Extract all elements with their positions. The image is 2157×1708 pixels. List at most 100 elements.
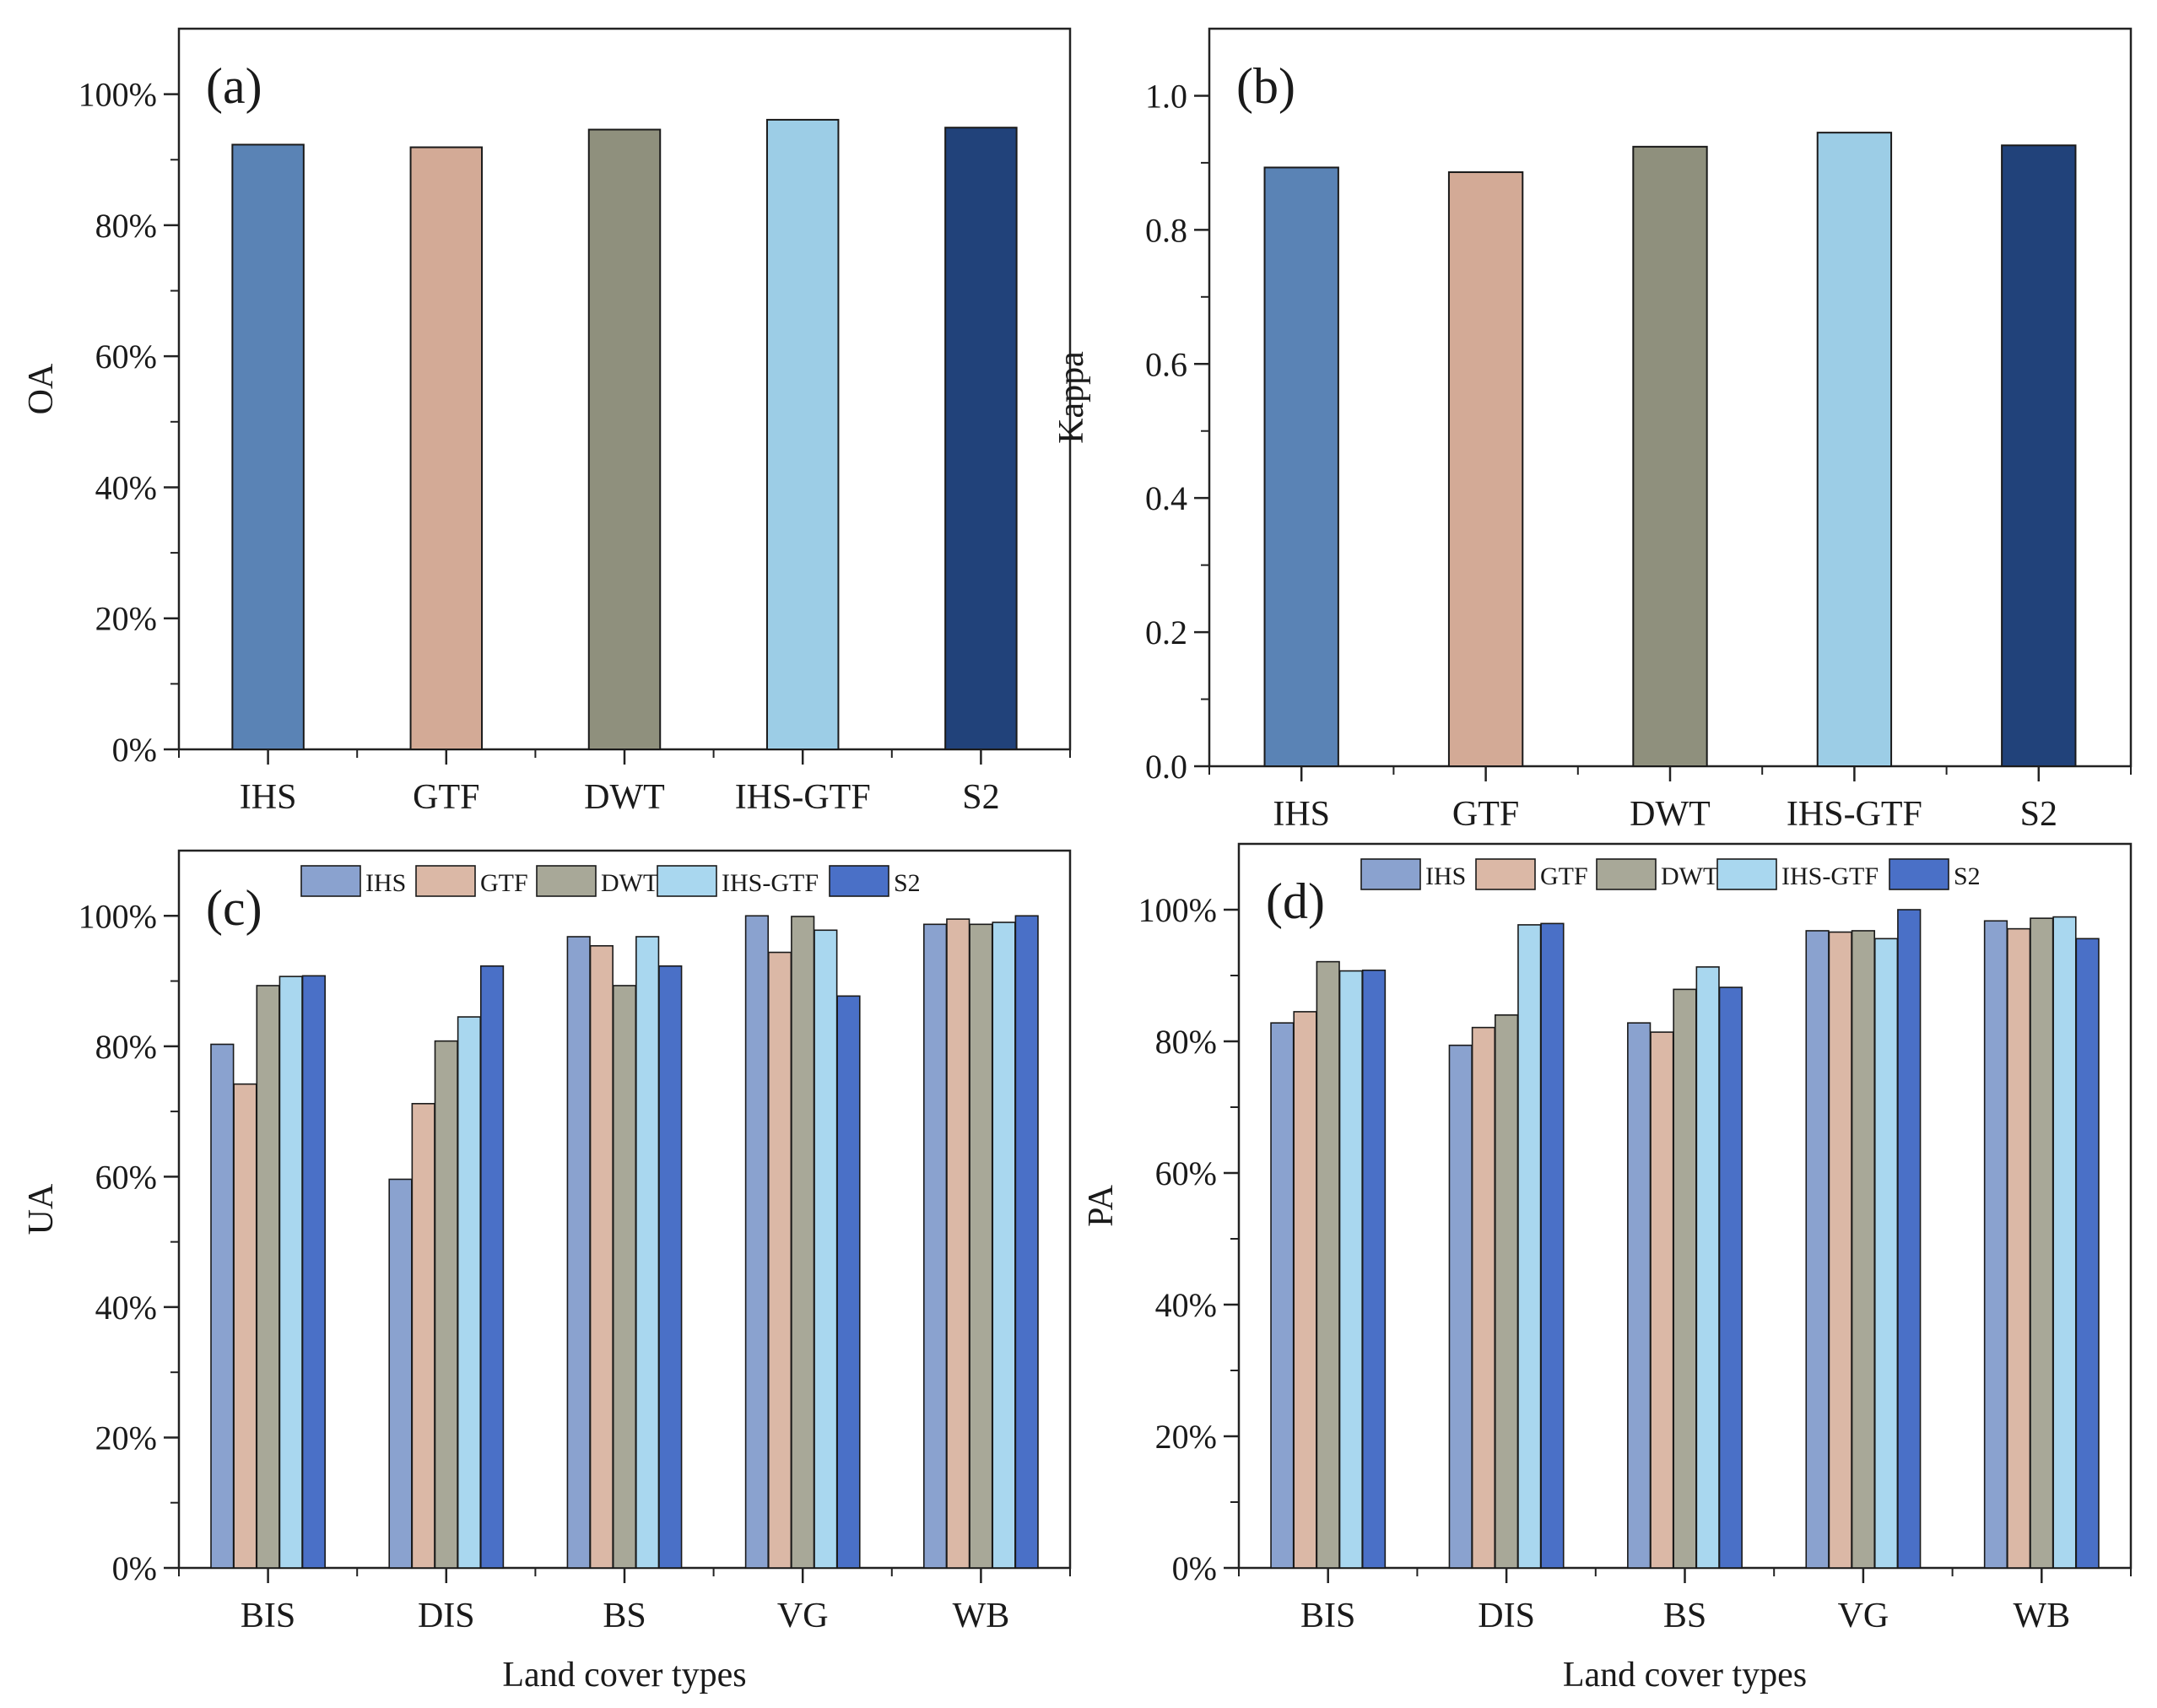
x-tick-label: VG [1838, 1597, 1889, 1635]
y-tick-label: 0.4 [1145, 479, 1187, 517]
bar-gtf-wb [946, 918, 970, 1569]
y-tick-label: 60% [95, 338, 157, 376]
bar-dwt-dis [434, 1040, 458, 1569]
legend-swatch-gtf [415, 865, 476, 897]
bar-ihs-bs [1627, 1022, 1652, 1569]
y-tick-label: 0.2 [1145, 613, 1187, 651]
y-tick-label: 40% [95, 1289, 157, 1327]
legend-label: IHS-GTF [722, 869, 819, 897]
bar-dwt-bis [256, 985, 280, 1569]
legend-swatch-ihs-gtf [657, 865, 717, 897]
bar-gtf [1447, 171, 1524, 768]
y-tick-label: 40% [1155, 1286, 1217, 1324]
bar-s2-bis [301, 975, 326, 1569]
legend-swatch-s2 [829, 865, 889, 897]
x-tick-label: WB [2013, 1597, 2070, 1635]
bar-ihs-wb [1983, 920, 2008, 1569]
bar-gtf-bs [1650, 1031, 1674, 1569]
x-tick-label: BIS [241, 1597, 295, 1635]
legend-label: GTF [1540, 862, 1588, 890]
y-tick-label: 60% [1155, 1154, 1217, 1192]
y-tick-label: 0.6 [1145, 345, 1187, 383]
bar-ihs-bs [566, 936, 591, 1569]
bar-gtf-bis [233, 1083, 257, 1569]
bar-ihs-gtf-bs [1695, 966, 1720, 1569]
y-tick-label: 100% [78, 897, 157, 935]
x-tick-label: GTF [1452, 795, 1519, 834]
y-tick-label: 0% [1172, 1549, 1217, 1587]
bar-dwt-wb [969, 923, 993, 1569]
chart-panel-b: 0.0 0.2 0.4 0.6 0.8 1.0 IHS GTF DWT IHS-GTF S2 Kapp… [1052, 27, 2133, 834]
legend-swatch-ihs-gtf [1716, 858, 1777, 890]
bar-s2-wb [2075, 938, 2100, 1569]
bar-s2-bis [1361, 969, 1387, 1569]
chart-panel-d: 0% 20% 40% 60% 80% 100% BIS DIS BS VG WB PA Land cov… [1082, 842, 2133, 1694]
x-tick-label: IHS-GTF [1787, 795, 1922, 834]
bar-gtf-wb [2007, 927, 2031, 1569]
x-tick-label: GTF [413, 778, 479, 817]
panel-label: (d) [1266, 873, 1325, 929]
x-axis-title: Land cover types [502, 1656, 746, 1694]
bar-dwt-bs [1673, 988, 1697, 1569]
y-axis-title: PA [1082, 1184, 1121, 1227]
bar-ihs-gtf-wb [992, 922, 1016, 1569]
y-tick-label: 80% [95, 1028, 157, 1066]
legend-label: IHS [365, 869, 406, 897]
bar-ihs-vg [744, 915, 770, 1569]
bar-ihs-dis [388, 1178, 413, 1569]
y-axis-title: OA [22, 363, 61, 414]
bar-ihs-bis [210, 1043, 235, 1569]
y-tick-label: 20% [95, 1419, 157, 1457]
x-tick-label: WB [953, 1597, 1010, 1635]
bar-s2-dis [1540, 922, 1565, 1569]
y-axis-title: Kappa [1052, 351, 1091, 444]
y-tick-label: 40% [95, 468, 157, 506]
bar-ihs-gtf-bis [278, 976, 303, 1569]
bar-gtf-vg [1828, 931, 1852, 1569]
bar-dwt-vg [1851, 930, 1876, 1569]
bar-ihs [1263, 166, 1339, 768]
x-tick-label: IHS [240, 778, 297, 817]
legend-label: GTF [480, 869, 528, 897]
bar-dwt-bis [1316, 960, 1340, 1569]
bar-ihs-gtf [765, 118, 840, 750]
bar-gtf-dis [1471, 1026, 1496, 1569]
bar-ihs-gtf-bs [635, 936, 660, 1569]
bar-ihs-vg [1805, 930, 1830, 1569]
y-tick-label: 100% [1138, 891, 1217, 929]
bar-ihs-gtf-vg [814, 929, 838, 1569]
bar-ihs-wb [923, 923, 948, 1569]
bar-dwt-bs [612, 985, 637, 1569]
y-tick-label: 0% [112, 1549, 157, 1587]
legend-label: DWT [1661, 862, 1718, 890]
bar-s2-vg [836, 995, 861, 1569]
bar-ihs [231, 143, 305, 750]
y-tick-label: 60% [95, 1158, 157, 1196]
bar-ihs-dis [1448, 1044, 1473, 1569]
x-tick-label: VG [777, 1597, 829, 1635]
bar-gtf-bis [1293, 1011, 1317, 1569]
legend-swatch-ihs [1360, 858, 1421, 890]
bar-gtf-vg [767, 951, 792, 1569]
x-tick-label: DWT [584, 778, 665, 817]
legend-label: IHS-GTF [1781, 862, 1879, 890]
x-tick-label: DWT [1630, 795, 1711, 834]
legend: IHS GTF DWT IHS-GTF S2 [300, 865, 921, 897]
x-tick-label: BS [1663, 1597, 1706, 1635]
chart-panel-c: 0% 20% 40% 60% 80% 100% BIS DIS BS VG WB UA Land cov… [22, 849, 1072, 1694]
bar-dwt [1632, 145, 1708, 767]
bar-s2-bs [658, 965, 683, 1569]
bar-s2-dis [479, 965, 505, 1569]
bar-gtf [409, 146, 484, 751]
bar-ihs-gtf-bis [1338, 970, 1363, 1569]
y-tick-label: 0.8 [1145, 211, 1187, 249]
bar-ihs-gtf-dis [457, 1016, 482, 1569]
legend-swatch-ihs [300, 865, 361, 897]
legend-label: S2 [1954, 862, 1981, 890]
panel-label: (c) [206, 880, 262, 936]
y-tick-label: 0.0 [1145, 748, 1187, 786]
legend-label: IHS [1425, 862, 1466, 890]
y-tick-label: 100% [78, 76, 157, 114]
bar-s2 [944, 127, 1018, 751]
x-tick-label: BS [603, 1597, 646, 1635]
